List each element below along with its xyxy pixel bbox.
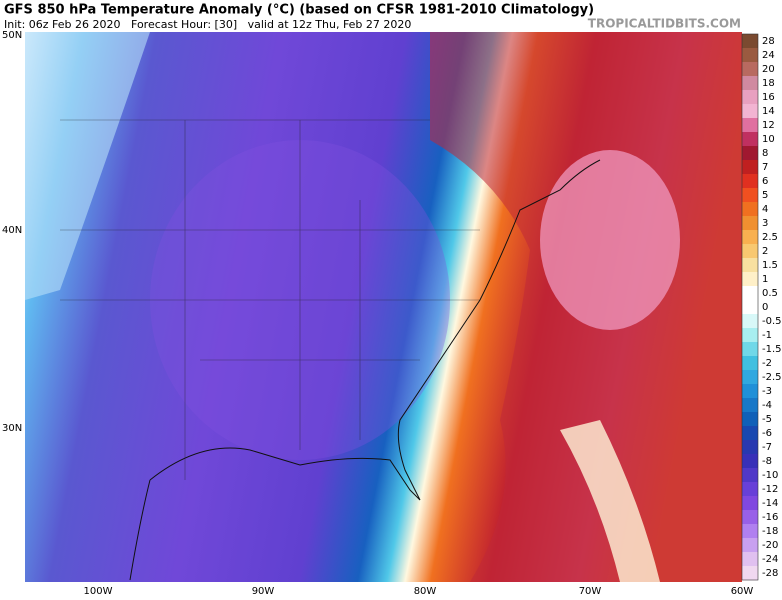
borders bbox=[60, 119, 480, 480]
colorbar-label: 0 bbox=[762, 302, 768, 313]
colorbar-label: 16 bbox=[762, 92, 775, 103]
colorbar-label: 14 bbox=[762, 106, 775, 117]
colorbar-swatch bbox=[742, 188, 758, 203]
colorbar-label: -28 bbox=[762, 568, 778, 579]
colorbar-label: -18 bbox=[762, 526, 778, 537]
map-area bbox=[25, 32, 742, 582]
colorbar-swatch bbox=[742, 328, 758, 343]
colorbar-label: -16 bbox=[762, 512, 778, 523]
colorbar-swatch bbox=[742, 104, 758, 119]
colorbar-swatch bbox=[742, 552, 758, 567]
colorbar-swatch bbox=[742, 118, 758, 133]
colorbar-label: 28 bbox=[762, 36, 775, 47]
colorbar-label: -0.5 bbox=[762, 316, 782, 327]
colorbar-label: -12 bbox=[762, 484, 778, 495]
colorbar-label: 8 bbox=[762, 148, 768, 159]
colorbar-label: -24 bbox=[762, 554, 778, 565]
colorbar-label: -8 bbox=[762, 456, 772, 467]
lon-label: 90W bbox=[252, 586, 275, 597]
colorbar-swatch bbox=[742, 426, 758, 441]
lon-label: 70W bbox=[579, 586, 602, 597]
colorbar-swatch bbox=[742, 90, 758, 105]
colorbar-swatch bbox=[742, 524, 758, 539]
lon-label: 60W bbox=[731, 586, 754, 597]
colorbar-swatch bbox=[742, 272, 758, 287]
colorbar-label: 2 bbox=[762, 246, 768, 257]
colorbar-swatch bbox=[742, 146, 758, 161]
colorbar-swatch bbox=[742, 34, 758, 49]
colorbar-swatch bbox=[742, 566, 758, 581]
colorbar-swatch bbox=[742, 398, 758, 413]
colorbar-swatch bbox=[742, 160, 758, 175]
colorbar-swatch bbox=[742, 440, 758, 455]
colorbar-label: -1 bbox=[762, 330, 772, 341]
map-subtitle: Init: 06z Feb 26 2020 Forecast Hour: [30… bbox=[4, 18, 411, 31]
colorbar-label: 5 bbox=[762, 190, 768, 201]
warm-peak bbox=[540, 150, 680, 330]
colorbar-swatch bbox=[742, 496, 758, 511]
lon-label: 100W bbox=[84, 586, 113, 597]
colorbar-label: 18 bbox=[762, 78, 775, 89]
colorbar-swatch bbox=[742, 244, 758, 259]
colorbar: 28 24 20 18 16 14 12 10 8 7 6 5 4 3 2.5 2 1.5 1 0.5 0 -0.5 -1… bbox=[741, 33, 782, 581]
colorbar-swatch bbox=[742, 62, 758, 77]
colorbar-swatch bbox=[742, 300, 758, 315]
colorbar-swatch bbox=[742, 538, 758, 553]
colorbar-label: 3 bbox=[762, 218, 768, 229]
colorbar-label: -10 bbox=[762, 470, 778, 481]
colorbar-label: -7 bbox=[762, 442, 772, 453]
colorbar-label: 4 bbox=[762, 204, 768, 215]
mild-west bbox=[25, 32, 150, 300]
colorbar-label: -20 bbox=[762, 540, 778, 551]
neutral-band bbox=[560, 420, 660, 582]
colorbar-label: -5 bbox=[762, 414, 772, 425]
colorbar-swatch bbox=[742, 314, 758, 329]
colorbar-swatch bbox=[742, 48, 758, 63]
colorbar-swatch bbox=[742, 202, 758, 217]
colorbar-label: 7 bbox=[762, 162, 768, 173]
colorbar-swatch bbox=[742, 370, 758, 385]
colorbar-swatch bbox=[742, 132, 758, 147]
colorbar-swatch bbox=[742, 468, 758, 483]
colorbar-swatch bbox=[742, 286, 758, 301]
colorbar-label: 2.5 bbox=[762, 232, 778, 243]
colorbar-label: -3 bbox=[762, 386, 772, 397]
axes: 50N 40N 30N 100W 90W 80W 70W 60W bbox=[2, 30, 753, 597]
colorbar-swatch bbox=[742, 482, 758, 497]
colorbar-label: 20 bbox=[762, 64, 775, 75]
colorbar-label: -2 bbox=[762, 358, 772, 369]
colorbar-label: -6 bbox=[762, 428, 772, 439]
lon-label: 80W bbox=[414, 586, 437, 597]
colorbar-swatch bbox=[742, 356, 758, 371]
lat-label: 50N bbox=[2, 30, 22, 41]
colorbar-swatch bbox=[742, 510, 758, 525]
lat-label: 40N bbox=[2, 225, 22, 236]
colorbar-label: -14 bbox=[762, 498, 778, 509]
colorbar-label: 6 bbox=[762, 176, 768, 187]
colorbar-swatch bbox=[742, 412, 758, 427]
colorbar-label: -1.5 bbox=[762, 344, 782, 355]
colorbar-label: 10 bbox=[762, 134, 775, 145]
colorbar-swatch bbox=[742, 454, 758, 469]
colorbar-swatch bbox=[742, 342, 758, 357]
watermark: TROPICALTIDBITS.COM bbox=[588, 17, 741, 31]
colorbar-label: 24 bbox=[762, 50, 775, 61]
lat-label: 30N bbox=[2, 423, 22, 434]
map-title: GFS 850 hPa Temperature Anomaly (°C) (ba… bbox=[4, 3, 594, 18]
colorbar-label: 1.5 bbox=[762, 260, 778, 271]
colorbar-label: 12 bbox=[762, 120, 775, 131]
colorbar-label: -2.5 bbox=[762, 372, 782, 383]
colorbar-label: 0.5 bbox=[762, 288, 778, 299]
colorbar-label: 1 bbox=[762, 274, 768, 285]
colorbar-label: -4 bbox=[762, 400, 772, 411]
colorbar-swatch bbox=[742, 216, 758, 231]
colorbar-frame bbox=[741, 33, 759, 581]
coastline bbox=[129, 159, 601, 581]
colorbar-swatch bbox=[742, 230, 758, 245]
colorbar-swatch bbox=[742, 384, 758, 399]
colorbar-swatch bbox=[742, 258, 758, 273]
colorbar-swatch bbox=[742, 76, 758, 91]
colorbar-swatch bbox=[742, 174, 758, 189]
